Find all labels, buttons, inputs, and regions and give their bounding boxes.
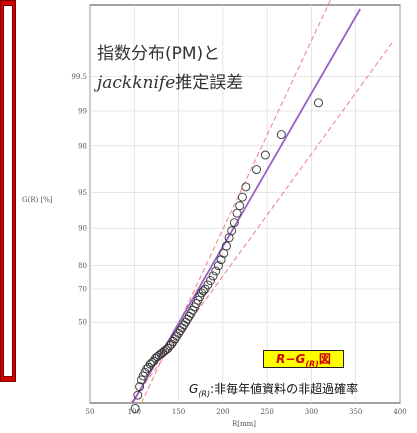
data-point bbox=[130, 404, 140, 413]
legend-note: G(R):非毎年値資料の非超過確率 bbox=[189, 380, 358, 398]
data-points bbox=[130, 98, 323, 413]
chart-title-rest: 推定誤差 bbox=[175, 73, 243, 93]
data-point bbox=[135, 382, 145, 392]
legend-note-sub: (R) bbox=[198, 389, 211, 399]
data-point bbox=[216, 255, 226, 265]
data-point bbox=[227, 226, 237, 236]
data-point bbox=[235, 201, 245, 211]
side-banner-inner bbox=[3, 5, 13, 377]
y-tick-label: 50 bbox=[78, 319, 87, 327]
fit-line bbox=[131, 8, 361, 404]
legend-note-suffix: :非毎年値資料の非超過確率 bbox=[210, 382, 359, 396]
data-point bbox=[260, 150, 270, 160]
fit-line-group bbox=[131, 8, 361, 404]
data-point bbox=[213, 261, 223, 271]
data-point bbox=[203, 280, 213, 290]
data-point bbox=[221, 241, 231, 251]
x-tick-label: 350 bbox=[349, 408, 362, 416]
data-point bbox=[211, 266, 221, 276]
legend-box: R−G(R)図 bbox=[263, 350, 344, 368]
legend-box-suffix: 図 bbox=[318, 352, 331, 366]
x-tick-label: 200 bbox=[216, 408, 229, 416]
x-tick-label: 250 bbox=[260, 408, 273, 416]
y-tick-label: 70 bbox=[78, 286, 87, 294]
data-point bbox=[252, 165, 261, 174]
legend-box-prefix: R−G bbox=[276, 352, 306, 366]
y-tick-labels: 50 70 80 90 95 98 99 99.5 bbox=[71, 73, 87, 327]
data-point bbox=[136, 375, 146, 385]
chart-title-line2: jackknife推定誤差 bbox=[93, 73, 243, 93]
data-point bbox=[314, 98, 323, 108]
data-point bbox=[198, 286, 208, 296]
x-tick-label: 300 bbox=[305, 408, 318, 416]
x-tick-label: 150 bbox=[172, 408, 185, 416]
y-tick-label: 90 bbox=[78, 225, 87, 233]
y-axis-label: G(R) [%] bbox=[22, 196, 53, 204]
x-tick-label: 400 bbox=[393, 408, 406, 416]
legend-note-prefix: G bbox=[189, 382, 199, 396]
data-point bbox=[237, 192, 247, 202]
data-point bbox=[229, 218, 239, 228]
data-point bbox=[241, 182, 251, 192]
x-axis-label: R[mm] bbox=[232, 420, 256, 428]
data-point bbox=[208, 271, 218, 281]
legend-box-sub: (R) bbox=[305, 359, 319, 369]
y-tick-label: 99 bbox=[78, 107, 87, 115]
y-tick-label: 98 bbox=[78, 142, 87, 150]
y-tick-label: 95 bbox=[78, 189, 87, 197]
x-tick-label: 50 bbox=[86, 408, 95, 416]
chart-title-line1: 指数分布(PM)と bbox=[97, 44, 220, 64]
chart-title-italic: jackknife bbox=[93, 73, 175, 93]
data-point bbox=[276, 130, 286, 140]
data-point bbox=[133, 390, 143, 400]
side-banner bbox=[0, 0, 16, 382]
grid-lines bbox=[89, 5, 401, 403]
data-point bbox=[206, 276, 215, 286]
y-tick-label: 99.5 bbox=[71, 73, 87, 81]
plot-frame bbox=[89, 4, 401, 404]
y-tick-label: 80 bbox=[78, 262, 87, 270]
